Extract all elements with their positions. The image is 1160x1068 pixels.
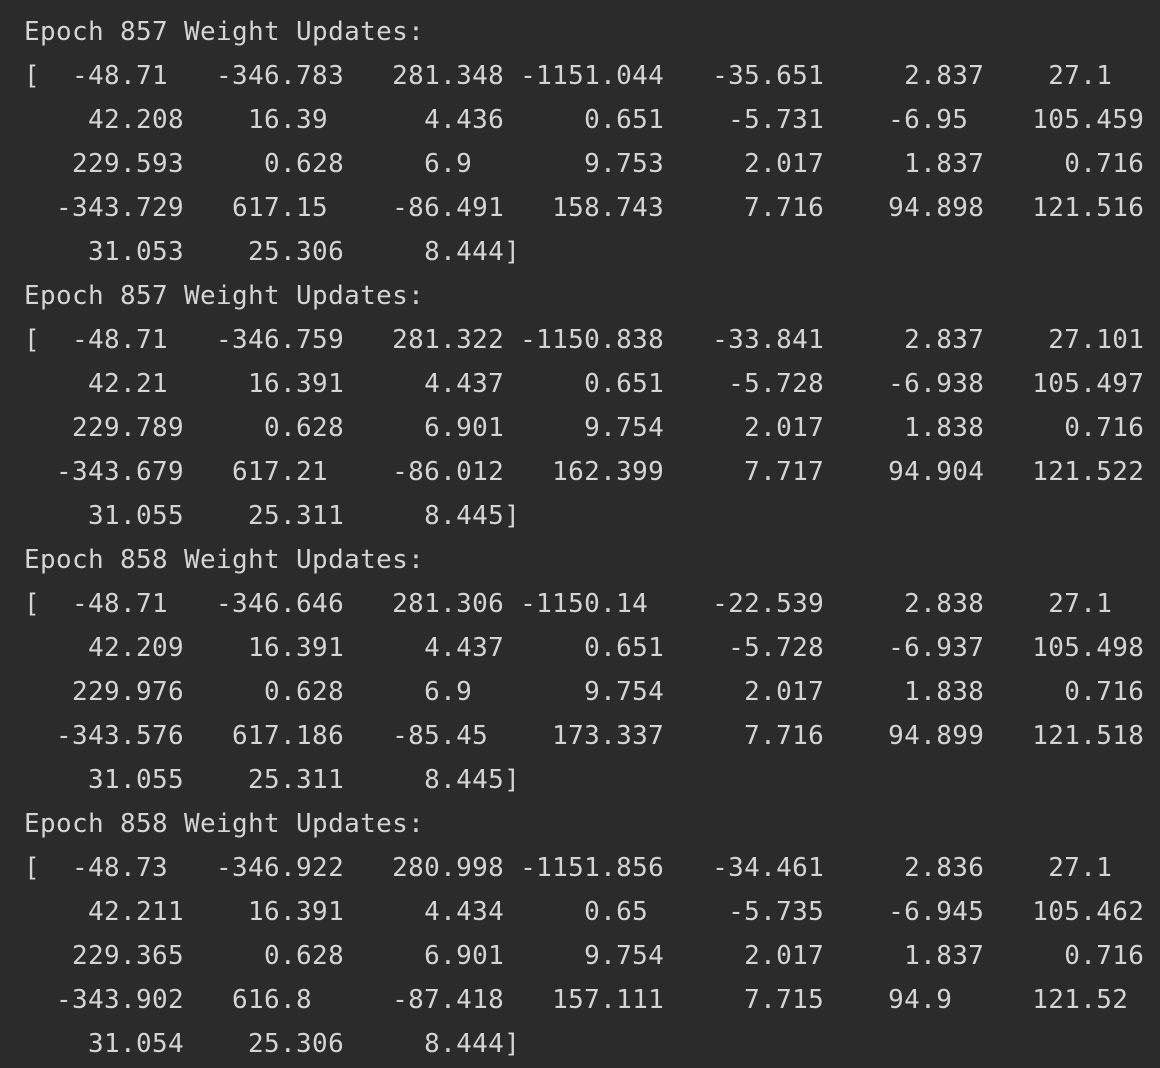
weights-row: -343.679 617.21 -86.012 162.399 7.717 94… [24,457,1145,487]
weights-row: 229.365 0.628 6.901 9.754 2.017 1.837 0.… [24,941,1145,971]
weights-row: [ -48.73 -346.922 280.998 -1151.856 -34.… [24,853,1113,883]
weights-row: -343.902 616.8 -87.418 157.111 7.715 94.… [24,985,1129,1015]
weights-row: 31.054 25.306 8.444] [24,1029,521,1059]
weights-row: 31.053 25.306 8.444] [24,237,521,267]
weights-row: 31.055 25.311 8.445] [24,501,521,531]
epoch-header: Epoch 857 Weight Updates: [24,281,425,311]
epoch-header: Epoch 857 Weight Updates: [24,17,425,47]
weights-row: [ -48.71 -346.646 281.306 -1150.14 -22.5… [24,589,1113,619]
weights-row: -343.576 617.186 -85.45 173.337 7.716 94… [24,721,1145,751]
weights-row: 31.055 25.311 8.445] [24,765,521,795]
epoch-header: Epoch 858 Weight Updates: [24,809,425,839]
weights-row: 229.976 0.628 6.9 9.754 2.017 1.838 0.71… [24,677,1145,707]
weights-row: -343.729 617.15 -86.491 158.743 7.716 94… [24,193,1145,223]
epoch-header: Epoch 858 Weight Updates: [24,545,425,575]
weights-row: 42.208 16.39 4.436 0.651 -5.731 -6.95 10… [24,105,1145,135]
weights-row: 229.593 0.628 6.9 9.753 2.017 1.837 0.71… [24,149,1145,179]
weights-row: 42.211 16.391 4.434 0.65 -5.735 -6.945 1… [24,897,1145,927]
weights-row: 42.209 16.391 4.437 0.651 -5.728 -6.937 … [24,633,1145,663]
weights-row: [ -48.71 -346.759 281.322 -1150.838 -33.… [24,325,1145,355]
weights-row: [ -48.71 -346.783 281.348 -1151.044 -35.… [24,61,1113,91]
weights-row: 42.21 16.391 4.437 0.651 -5.728 -6.938 1… [24,369,1145,399]
weights-row: 229.789 0.628 6.901 9.754 2.017 1.838 0.… [24,413,1145,443]
